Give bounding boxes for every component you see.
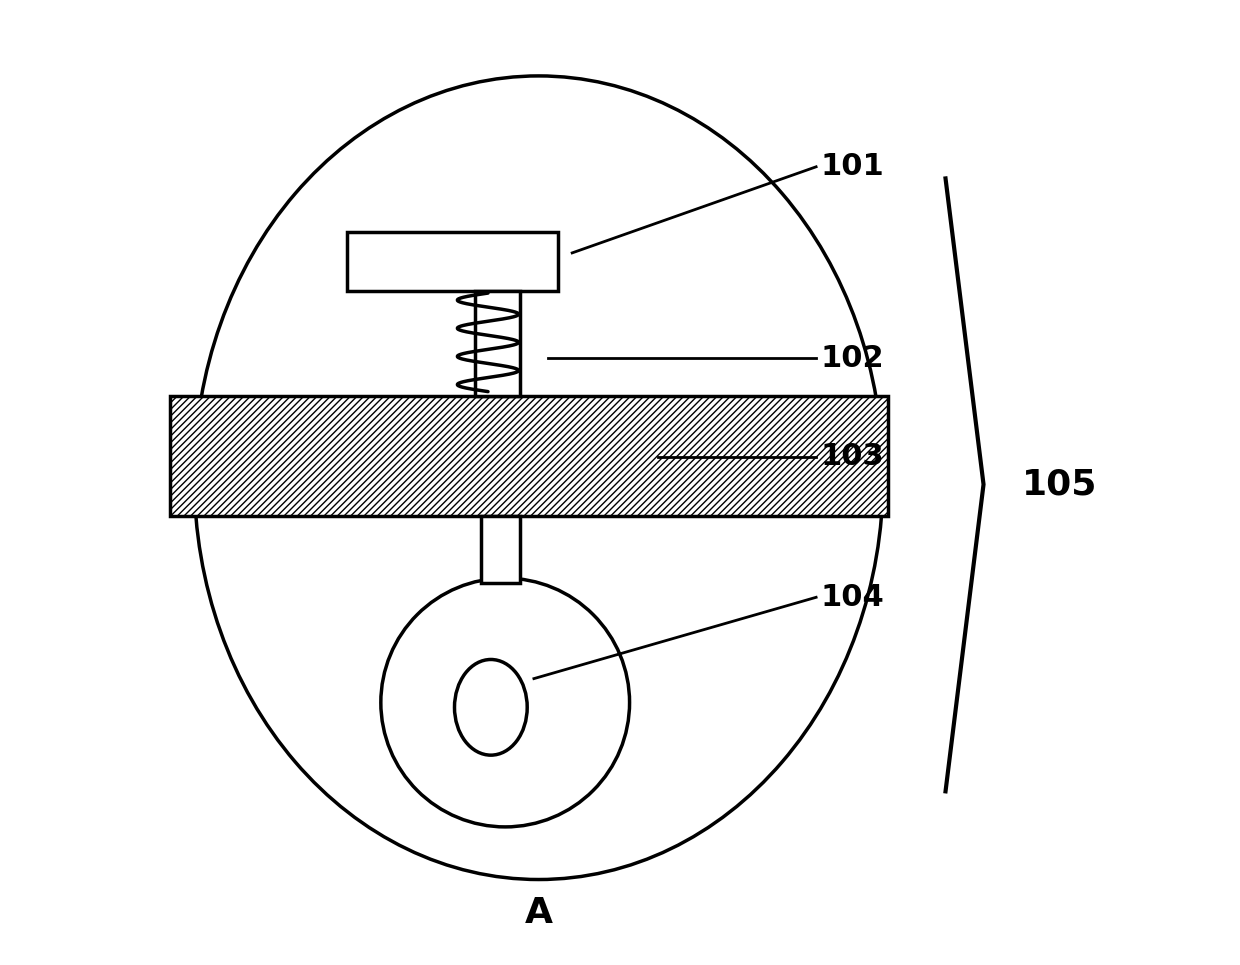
Bar xyxy=(170,397,888,516)
Ellipse shape xyxy=(195,76,883,879)
Text: 104: 104 xyxy=(821,583,884,612)
Text: 101: 101 xyxy=(821,152,884,181)
Text: A: A xyxy=(525,896,553,930)
Text: 103: 103 xyxy=(821,442,884,471)
Text: 102: 102 xyxy=(821,344,884,372)
Text: 105: 105 xyxy=(1022,467,1097,502)
Bar xyxy=(475,291,520,397)
Bar xyxy=(481,516,520,583)
Circle shape xyxy=(381,578,630,827)
Bar xyxy=(347,232,558,291)
Ellipse shape xyxy=(455,659,527,756)
